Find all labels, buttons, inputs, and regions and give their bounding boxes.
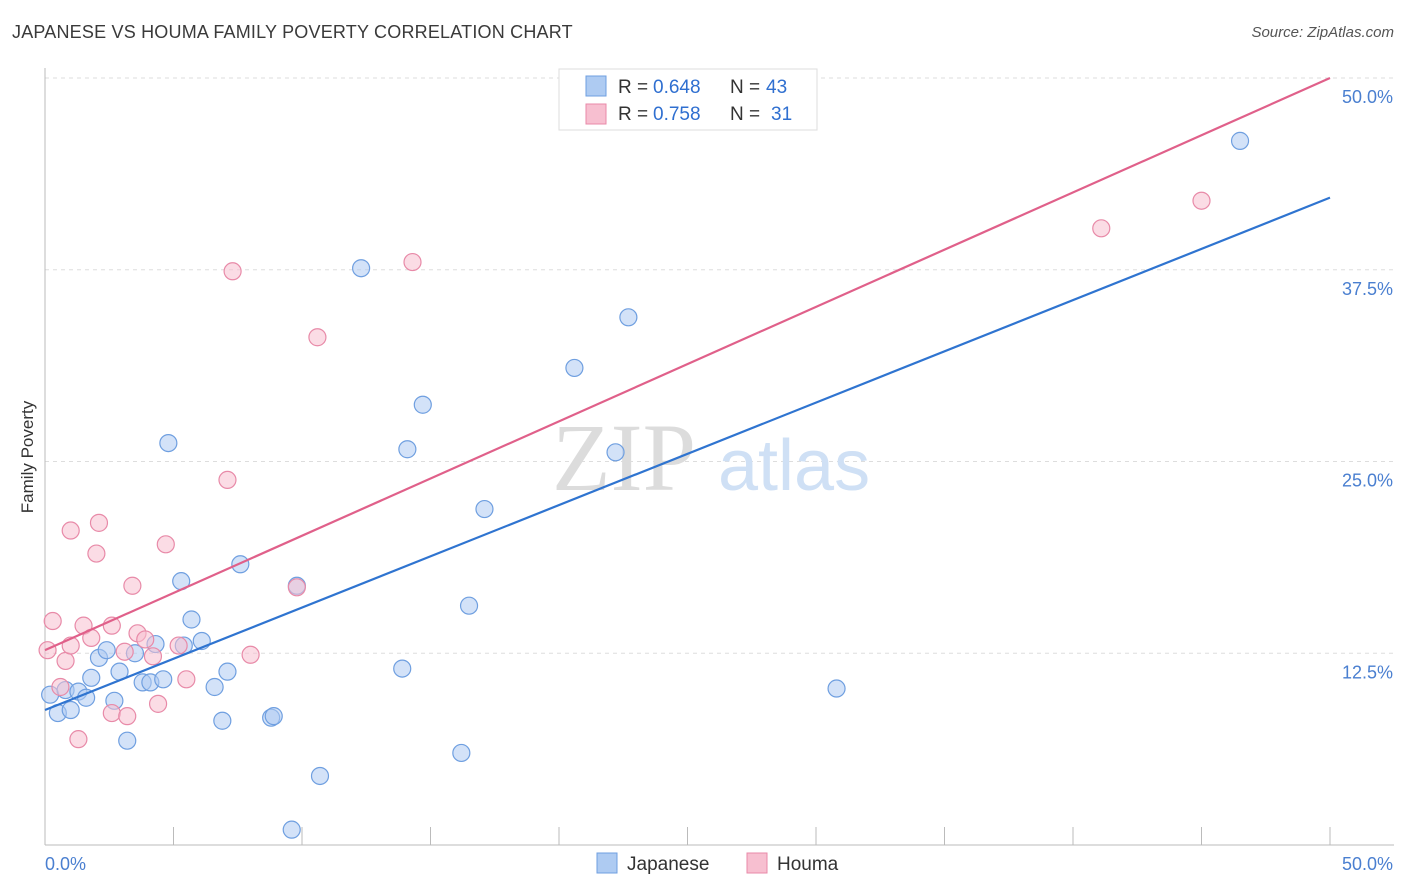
- x-ticks: [173, 827, 1331, 845]
- legend-r-label-japanese: R =: [618, 77, 648, 98]
- japanese-point: [352, 259, 371, 278]
- houma-point: [218, 470, 237, 490]
- japanese-point: [182, 610, 201, 629]
- japanese-point: [154, 670, 173, 689]
- chart-title: JAPANESE VS HOUMA FAMILY POVERTY CORRELA…: [12, 22, 573, 42]
- y-tick-label: 37.5%: [1342, 279, 1393, 299]
- houma-point: [61, 521, 80, 540]
- japanese-point: [205, 677, 224, 697]
- japanese-point: [82, 668, 101, 687]
- y-tick-labels: 12.5% 25.0% 37.5% 50.0%: [1342, 87, 1393, 682]
- legend-swatch-japanese: [585, 75, 607, 97]
- bottom-legend-label-houma: Houma: [777, 854, 839, 875]
- axes: [44, 68, 1394, 846]
- japanese-point: [413, 395, 432, 414]
- japanese-point: [61, 700, 80, 720]
- houma-point: [308, 328, 327, 347]
- watermark-zip: ZIP: [552, 404, 696, 511]
- houma-point: [69, 730, 88, 749]
- trend-lines: [44, 76, 1331, 712]
- legend-n-label-japanese: N =: [730, 77, 760, 98]
- y-axis-title: Family Poverty: [18, 400, 37, 513]
- houma-point: [136, 630, 155, 649]
- japanese-point: [213, 711, 232, 730]
- legend-n-value-houma: 31: [771, 104, 792, 125]
- houma-point: [156, 535, 175, 554]
- y-tick-label: 25.0%: [1342, 471, 1393, 491]
- houma-point: [403, 252, 422, 272]
- houma-point: [169, 636, 188, 655]
- legend-r-label-houma: R =: [618, 104, 648, 125]
- houma-point: [123, 576, 142, 595]
- japanese-trend-line: [44, 196, 1331, 712]
- japanese-point: [606, 443, 625, 462]
- houma-point: [223, 262, 242, 281]
- japanese-point: [475, 499, 494, 519]
- scatter-points: [38, 131, 1250, 839]
- japanese-point: [97, 641, 116, 660]
- japanese-point: [459, 596, 479, 615]
- legend-r-value-japanese: 0.648: [653, 77, 701, 98]
- houma-point: [148, 694, 168, 713]
- houma-point: [143, 647, 163, 666]
- houma-point: [177, 670, 196, 689]
- watermark: ZIP atlas: [552, 404, 870, 511]
- houma-point: [87, 544, 106, 563]
- source-label: Source: ZipAtlas.com: [1251, 24, 1394, 41]
- japanese-point: [159, 433, 178, 453]
- japanese-point: [310, 766, 330, 786]
- japanese-point: [264, 707, 283, 726]
- legend-swatch-houma: [585, 103, 607, 125]
- bottom-legend-swatch-houma: [746, 852, 768, 874]
- japanese-point: [282, 820, 301, 839]
- japanese-point: [398, 440, 417, 459]
- japanese-point: [565, 358, 584, 378]
- x-tick-label-min: 0.0%: [45, 854, 86, 874]
- japanese-point: [827, 679, 846, 698]
- houma-point: [115, 642, 134, 661]
- houma-point: [89, 513, 109, 532]
- houma-point: [1092, 219, 1111, 238]
- legend-n-value-japanese: 43: [766, 77, 787, 98]
- legend-r-value-houma: 0.758: [653, 104, 701, 125]
- houma-point: [287, 578, 306, 597]
- bottom-legend-label-japanese: Japanese: [627, 854, 709, 875]
- x-tick-label-max: 50.0%: [1342, 854, 1393, 874]
- houma-point: [1192, 191, 1211, 210]
- japanese-point: [452, 743, 471, 763]
- bottom-legend: Japanese Houma: [596, 852, 839, 875]
- japanese-point: [393, 659, 412, 678]
- bottom-legend-swatch-japanese: [596, 852, 618, 874]
- japanese-point: [619, 308, 638, 327]
- houma-point: [102, 703, 121, 723]
- houma-point: [51, 677, 70, 697]
- houma-point: [56, 651, 75, 671]
- houma-point: [43, 611, 62, 631]
- legend: R = 0.648 N = 43 R = 0.758 N = 31: [558, 68, 818, 131]
- legend-n-label-houma: N =: [730, 104, 760, 125]
- houma-point: [118, 707, 137, 726]
- japanese-point: [218, 662, 237, 681]
- japanese-point: [118, 731, 137, 750]
- japanese-point: [1230, 131, 1250, 150]
- watermark-atlas: atlas: [718, 426, 870, 506]
- houma-point: [241, 645, 260, 664]
- y-tick-label: 50.0%: [1342, 87, 1393, 107]
- houma-trend-line: [44, 76, 1331, 652]
- y-tick-label: 12.5%: [1342, 662, 1393, 682]
